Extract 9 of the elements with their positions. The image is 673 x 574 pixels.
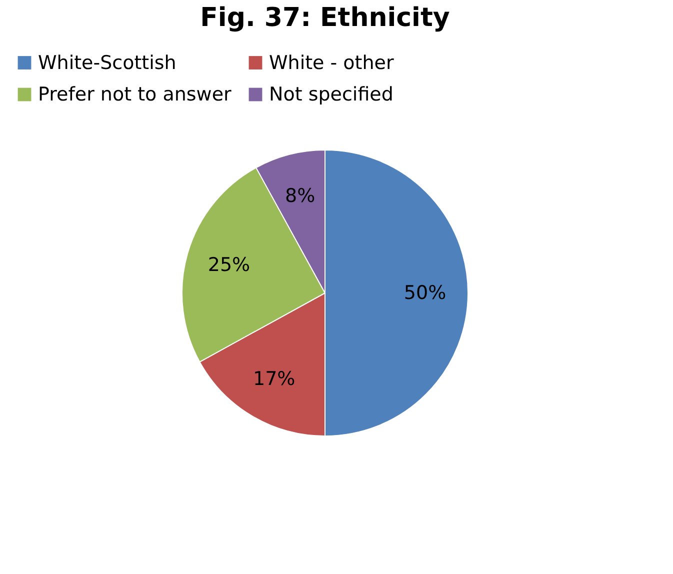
legend-label: Prefer not to answer — [38, 84, 232, 106]
legend-label: White-Scottish — [38, 52, 176, 74]
legend-label: Not specified — [269, 84, 394, 106]
data-label: 8% — [285, 185, 316, 208]
data-label: 17% — [252, 368, 296, 390]
chart-title: Fig. 37: Ethnicity — [200, 3, 450, 33]
data-label: 25% — [208, 254, 250, 276]
data-label: 50% — [404, 282, 446, 304]
legend-label: White - other — [269, 52, 394, 74]
